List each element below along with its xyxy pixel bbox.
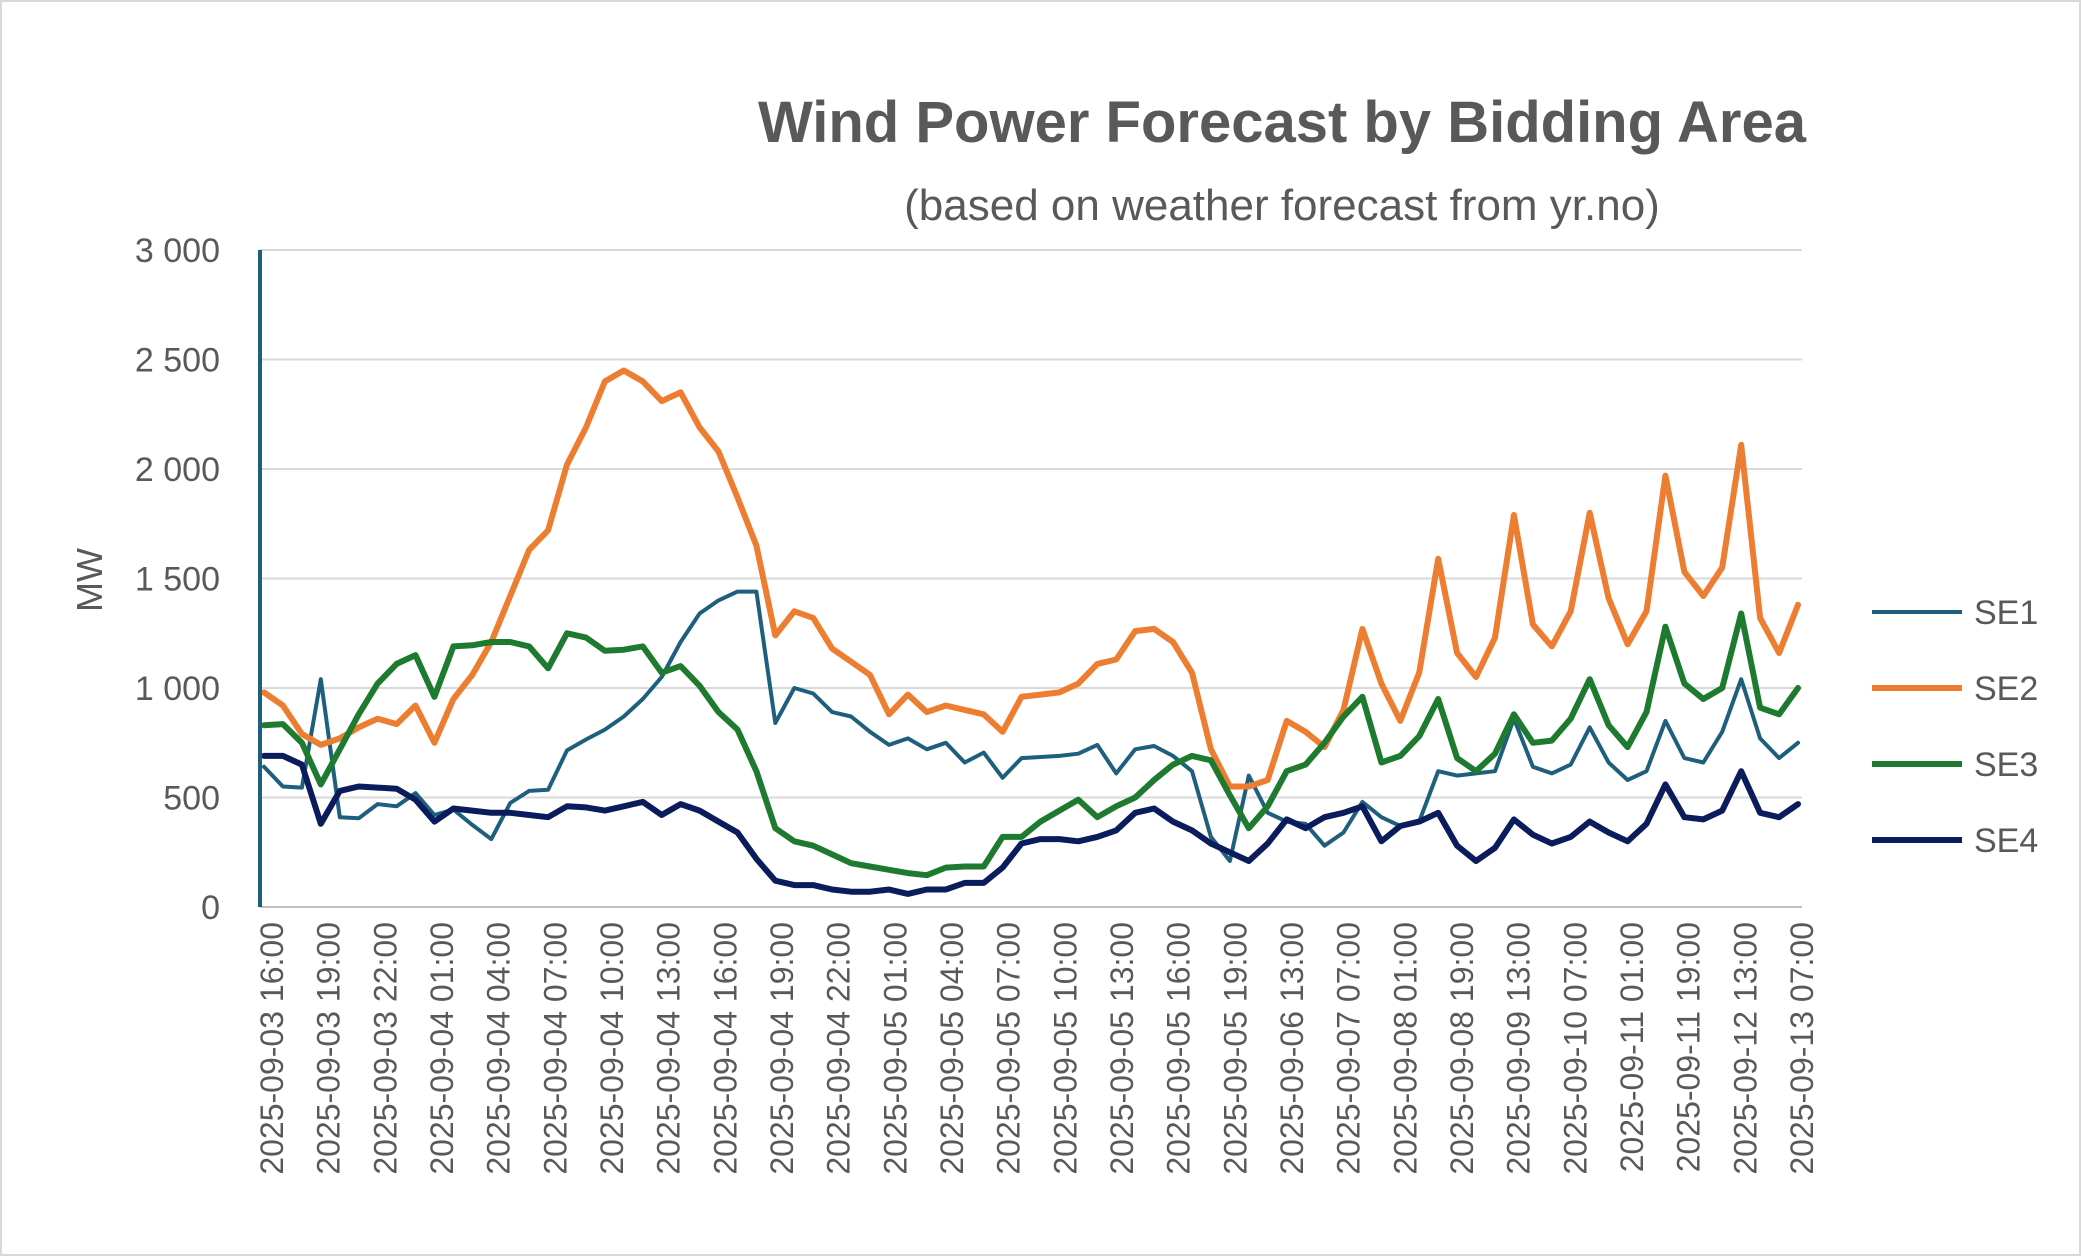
series-lines	[261, 367, 1801, 897]
x-tick-label: 2025-09-03 22:00	[367, 922, 403, 1175]
legend-label-se4: SE4	[1974, 822, 2038, 860]
x-tick-label: 2025-09-04 22:00	[821, 922, 857, 1175]
x-tick-label: 2025-09-04 16:00	[707, 922, 743, 1175]
x-tick-label: 2025-09-05 16:00	[1161, 922, 1197, 1175]
x-tick-label: 2025-09-05 04:00	[934, 922, 970, 1175]
x-tick-label: 2025-09-05 01:00	[877, 922, 913, 1175]
x-tick-label: 2025-09-11 19:00	[1671, 922, 1707, 1172]
x-tick-label: 2025-09-07 07:00	[1331, 922, 1367, 1175]
x-tick-label: 2025-09-04 10:00	[594, 922, 630, 1175]
x-tick-label: 2025-09-04 19:00	[764, 922, 800, 1175]
legend-label-se3: SE3	[1974, 746, 2038, 784]
y-tick-label: 0	[201, 889, 220, 927]
chart-subtitle: (based on weather forecast from yr.no)	[904, 181, 1660, 230]
x-tick-label: 2025-09-09 13:00	[1501, 922, 1537, 1175]
series-line-se1	[262, 589, 1800, 863]
x-tick-label: 2025-09-08 19:00	[1444, 922, 1480, 1175]
x-tick-label: 2025-09-04 07:00	[537, 922, 573, 1175]
y-tick-label: 2 500	[135, 342, 220, 380]
x-tick-label: 2025-09-06 13:00	[1274, 922, 1310, 1175]
x-axis-ticks: 2025-09-03 16:00 2025-09-03 19:00 2025-09-…	[254, 922, 1820, 1175]
y-tick-label: 1 500	[135, 561, 220, 599]
chart-title: Wind Power Forecast by Bidding Area	[758, 90, 1807, 155]
x-tick-label: 2025-09-03 19:00	[311, 922, 347, 1175]
x-tick-label: 2025-09-05 19:00	[1217, 922, 1253, 1175]
x-tick-label: 2025-09-05 13:00	[1104, 922, 1140, 1175]
x-tick-label: 2025-09-05 07:00	[991, 922, 1027, 1175]
y-axis-label: MW	[69, 548, 110, 612]
x-tick-label: 2025-09-04 13:00	[651, 922, 687, 1175]
x-tick-label: 2025-09-13 07:00	[1784, 922, 1820, 1175]
x-tick-label: 2025-09-04 04:00	[481, 922, 517, 1175]
y-axis-ticks: 0 500 1 000 1 500 2 000 2 500 3 000	[135, 232, 220, 927]
x-tick-label: 2025-09-04 01:00	[424, 922, 460, 1175]
x-tick-label: 2025-09-03 16:00	[254, 922, 290, 1175]
legend-label-se1: SE1	[1974, 594, 2038, 632]
y-tick-label: 2 000	[135, 451, 220, 489]
y-tick-label: 500	[163, 780, 220, 818]
gridlines	[260, 249, 1802, 908]
legend: SE1 SE2 SE3 SE4	[1872, 594, 2038, 860]
y-tick-label: 1 000	[135, 670, 220, 708]
x-tick-label: 2025-09-05 10:00	[1047, 922, 1083, 1175]
x-tick-label: 2025-09-12 13:00	[1727, 922, 1763, 1175]
series-line-se4	[261, 752, 1801, 897]
legend-label-se2: SE2	[1974, 670, 2038, 708]
x-tick-label: 2025-09-10 07:00	[1557, 922, 1593, 1175]
y-tick-label: 3 000	[135, 232, 220, 270]
series-line-se2	[261, 367, 1801, 790]
x-tick-label: 2025-09-08 01:00	[1387, 922, 1423, 1175]
x-tick-label: 2025-09-11 01:00	[1614, 922, 1650, 1172]
series-line-se3	[261, 610, 1801, 879]
